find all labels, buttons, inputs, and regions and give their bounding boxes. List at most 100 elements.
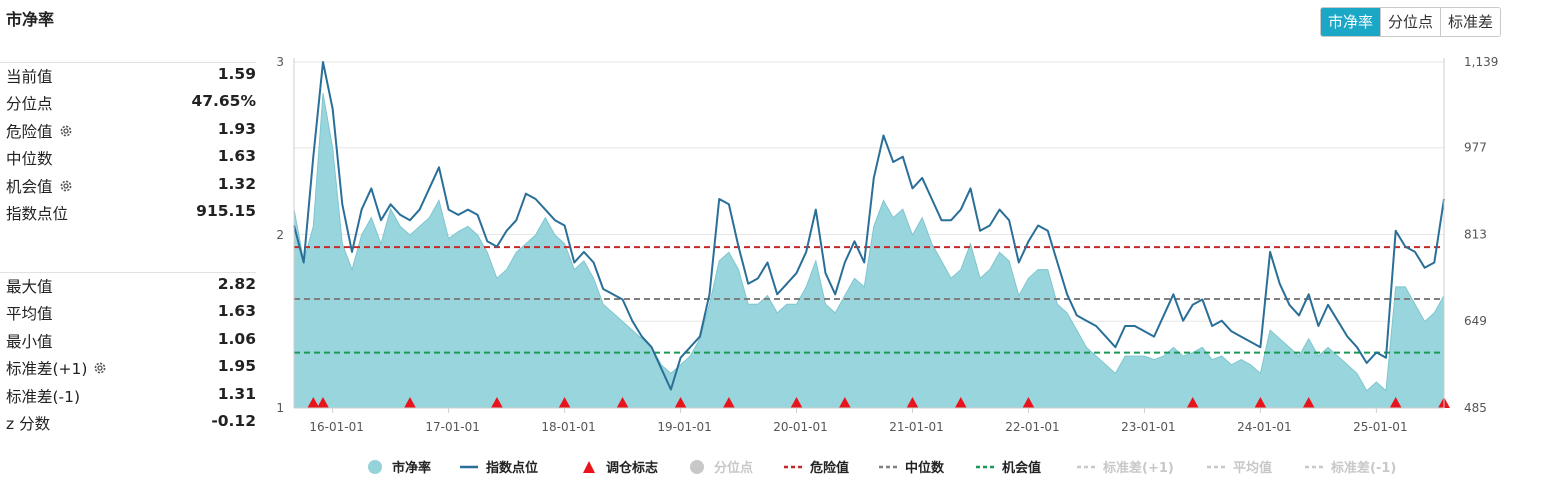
- stat-label: 机会值: [6, 178, 53, 196]
- x-tick-label: 16-01-01: [309, 420, 363, 434]
- legend-label: 标准差(-1): [1330, 460, 1396, 476]
- legend-symbol: [690, 460, 704, 474]
- divider: [0, 62, 256, 63]
- stat-danger: 危险值 1.93: [6, 120, 256, 142]
- gear-icon[interactable]: [59, 179, 73, 193]
- legend-label: 危险值: [810, 460, 849, 476]
- x-tick-label: 19-01-01: [657, 420, 711, 434]
- rebalance-marker: [954, 397, 967, 408]
- rebalance-marker: [790, 397, 803, 408]
- stat-value: 1.63: [217, 302, 256, 320]
- rebalance-marker: [403, 397, 416, 408]
- rebalance-markers: [307, 397, 1450, 408]
- stat-label: 最小值: [6, 333, 53, 351]
- legend-label: 机会值: [1002, 460, 1041, 476]
- tab-std[interactable]: 标准差: [1440, 8, 1501, 36]
- legend-item[interactable]: 指数点位: [460, 460, 538, 476]
- stat-value: 1.95: [217, 357, 256, 375]
- stats-panel: 当前值 1.59 分位点 47.65% 危险值 1.93 中位数 1.63 机会…: [0, 0, 258, 440]
- stat-label: z 分数: [6, 415, 51, 433]
- gear-icon[interactable]: [93, 361, 107, 375]
- stat-std-minus: 标准差(-1) 1.31: [6, 385, 256, 407]
- x-tick-label: 25-01-01: [1353, 420, 1407, 434]
- index-line: [293, 61, 1445, 391]
- stat-label: 标准差(+1): [6, 360, 88, 378]
- stat-label: 当前值: [6, 68, 53, 86]
- legend-label: 标准差(+1): [1102, 460, 1174, 476]
- rebalance-marker: [838, 397, 851, 408]
- stat-median: 中位数 1.63: [6, 147, 256, 169]
- legend-item[interactable]: 中位数: [879, 460, 945, 476]
- gear-icon[interactable]: [59, 124, 73, 138]
- y-right-tick-label: 485: [1464, 401, 1487, 415]
- stat-label: 分位点: [6, 95, 53, 113]
- stat-max: 最大值 2.82: [6, 275, 256, 297]
- legend-label: 指数点位: [486, 460, 538, 476]
- y-left-tick-label: 1: [276, 401, 284, 415]
- stat-value: 1.32: [217, 175, 256, 193]
- legend-symbol: [368, 460, 382, 474]
- legend-symbol: [583, 461, 595, 473]
- legend-item[interactable]: 分位点: [690, 460, 753, 476]
- rebalance-marker: [1389, 397, 1402, 408]
- rebalance-marker: [490, 397, 503, 408]
- pb-area: [294, 93, 1444, 408]
- legend-item[interactable]: 平均值: [1207, 460, 1272, 476]
- stat-label: 最大值: [6, 278, 53, 296]
- rebalance-marker: [1022, 397, 1035, 408]
- rebalance-marker: [1302, 397, 1315, 408]
- rebalance-marker: [316, 397, 329, 408]
- metric-tabs: 市净率 分位点 标准差: [1320, 7, 1502, 37]
- stat-label: 指数点位: [6, 205, 69, 223]
- rebalance-marker: [307, 397, 320, 408]
- rebalance-marker: [906, 397, 919, 408]
- x-tick-label: 17-01-01: [425, 420, 479, 434]
- chart-legend: 市净率 指数点位 调仓标志 分位点 危险值 中位数 机会值 标准差(+1) 平均值 标准差(-1): [368, 460, 1396, 476]
- legend-item[interactable]: 标准差(-1): [1305, 460, 1396, 476]
- stat-zscore: z 分数 -0.12: [6, 412, 256, 434]
- x-tick-label: 20-01-01: [773, 420, 827, 434]
- stat-label: 平均值: [6, 305, 53, 323]
- stat-mean: 平均值 1.63: [6, 302, 256, 324]
- tab-pb[interactable]: 市净率: [1321, 8, 1381, 36]
- y-right-tick-label: 813: [1464, 227, 1487, 241]
- stat-value: -0.12: [211, 412, 256, 430]
- stat-min: 最小值 1.06: [6, 330, 256, 352]
- page-title: 市净率: [6, 10, 55, 29]
- legend-label: 平均值: [1233, 460, 1272, 476]
- x-tick-label: 23-01-01: [1121, 420, 1175, 434]
- x-tick-label: 24-01-01: [1237, 420, 1291, 434]
- y-left-tick-label: 2: [276, 228, 284, 242]
- y-right-tick-label: 977: [1464, 141, 1487, 155]
- stat-current: 当前值 1.59: [6, 65, 256, 87]
- stat-label: 标准差(-1): [6, 388, 81, 406]
- stat-percentile: 分位点 47.65%: [6, 92, 256, 114]
- tab-percentile[interactable]: 分位点: [1380, 8, 1441, 36]
- stat-value: 1.06: [217, 330, 256, 348]
- legend-item[interactable]: 标准差(+1): [1077, 460, 1174, 476]
- legend-item[interactable]: 调仓标志: [583, 460, 658, 476]
- x-tick-label: 22-01-01: [1005, 420, 1059, 434]
- stat-value: 47.65%: [191, 92, 256, 110]
- legend-label: 调仓标志: [606, 460, 658, 476]
- stat-index-point: 指数点位 915.15: [6, 202, 256, 224]
- legend-label: 市净率: [392, 460, 431, 476]
- legend-item[interactable]: 危险值: [784, 460, 849, 476]
- stat-label: 危险值: [6, 123, 53, 141]
- y-right-tick-label: 649: [1464, 314, 1487, 328]
- legend-item[interactable]: 市净率: [368, 460, 431, 476]
- stat-value: 915.15: [196, 202, 256, 220]
- x-tick-label: 21-01-01: [889, 420, 943, 434]
- rebalance-marker: [1186, 397, 1199, 408]
- rebalance-marker: [616, 397, 629, 408]
- stat-value: 1.63: [217, 147, 256, 165]
- legend-label: 中位数: [905, 460, 945, 476]
- legend-item[interactable]: 机会值: [976, 460, 1041, 476]
- axes: 1 2 3 485 649 813 977 1,139 16-01-01 17-01-01 18-0…: [276, 55, 1498, 434]
- rebalance-marker: [674, 397, 687, 408]
- y-right-tick-label: 1,139: [1464, 55, 1498, 69]
- legend-label: 分位点: [714, 460, 753, 476]
- stat-value: 1.59: [217, 65, 256, 83]
- divider: [0, 272, 256, 273]
